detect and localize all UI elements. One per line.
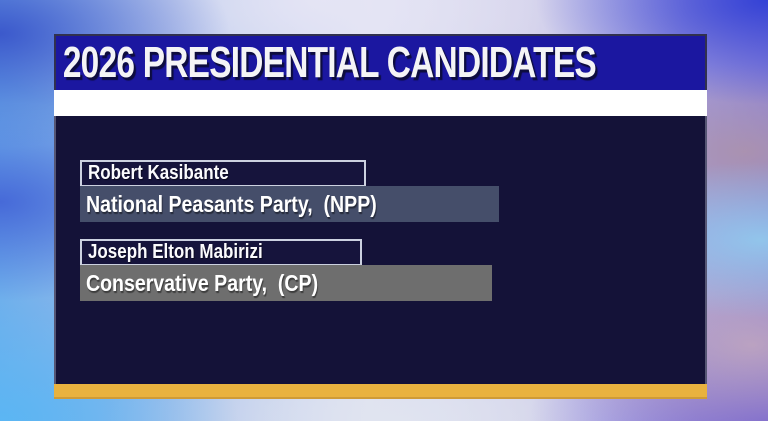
party-bar: Conservative Party, (CP) <box>80 265 492 301</box>
candidate-name-box: Robert Kasibante <box>80 160 366 187</box>
candidate-name: Joseph Elton Mabirizi <box>87 241 263 263</box>
candidates-list: Robert Kasibante National Peasants Party… <box>54 116 707 384</box>
candidate-name-box: Joseph Elton Mabirizi <box>80 239 362 266</box>
candidate-name: Robert Kasibante <box>87 162 229 184</box>
party-name: Conservative Party, (CP) <box>85 269 319 296</box>
page-title: 2026 PRESIDENTIAL CANDIDATES <box>62 38 597 87</box>
title-bar: 2026 PRESIDENTIAL CANDIDATES <box>54 34 707 90</box>
party-bar: National Peasants Party, (NPP) <box>80 186 499 222</box>
white-divider-stripe <box>54 90 707 116</box>
graphic-panel: 2026 PRESIDENTIAL CANDIDATES Robert Kasi… <box>54 34 707 399</box>
bottom-accent-bar <box>54 384 707 399</box>
party-name: National Peasants Party, (NPP) <box>85 190 377 217</box>
